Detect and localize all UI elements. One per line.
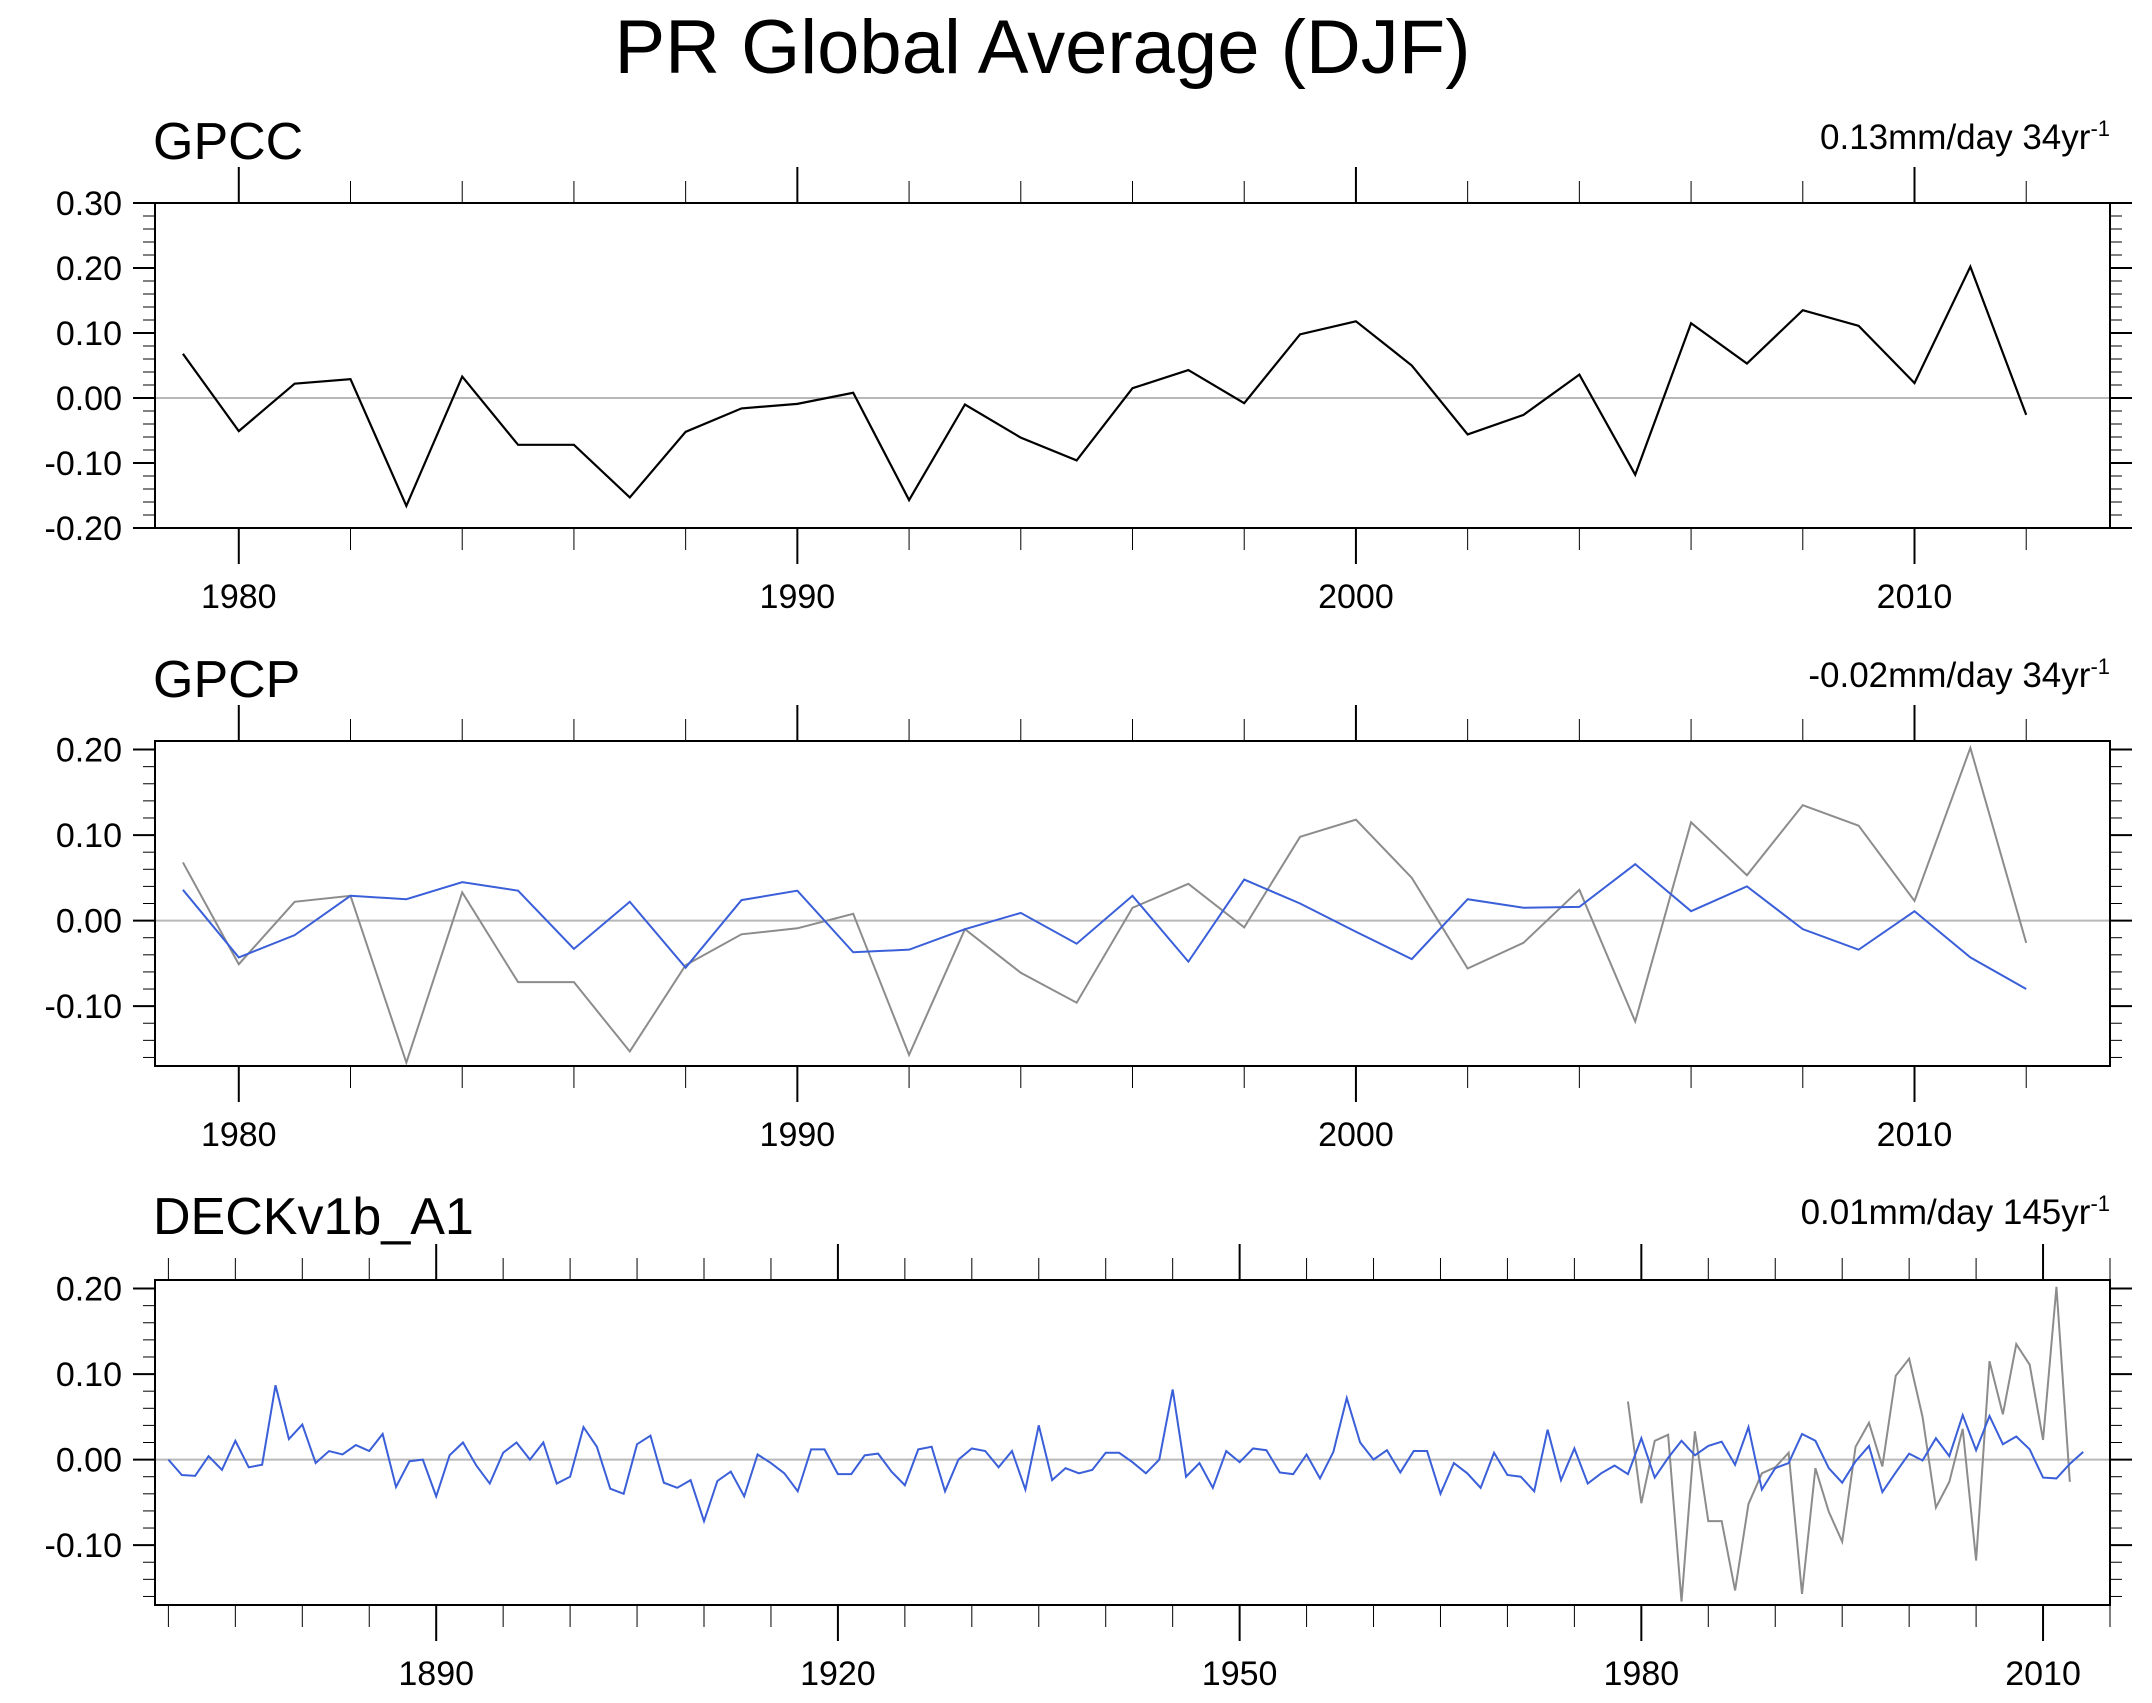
y-tick-label: 0.30	[56, 185, 122, 223]
y-tick-label: 0.20	[56, 732, 122, 770]
trend-exponent: -1	[2090, 116, 2110, 141]
y-tick-label: 0.10	[56, 315, 122, 353]
trend-exponent: -1	[2090, 1191, 2110, 1216]
chart-panel-0: -0.20 -0.10 0.00 0.10 0.20 0.30 1980 1990 2000 20…	[45, 167, 2132, 616]
x-tick-label: 1950	[1202, 1655, 1278, 1693]
plot-frame	[154, 1279, 2111, 1606]
panel-title-gpcp: GPCP	[153, 651, 301, 709]
plot-frame	[154, 740, 2111, 1067]
figure-title: PR Global Average (DJF)	[614, 5, 1471, 90]
series-line-observed	[182, 263, 2028, 509]
x-tick-label: 1990	[760, 578, 836, 616]
panel-title-gpcc: GPCC	[153, 113, 304, 171]
y-tick-label: 0.20	[56, 1271, 122, 1309]
x-tick-label: 2000	[1318, 578, 1394, 616]
trend-value: -0.02mm/day 34yr	[1808, 656, 2091, 695]
trend-value: 0.13mm/day 34yr	[1820, 118, 2091, 157]
trend-label-deck: 0.01mm/day 145yr-1	[1800, 1191, 2110, 1233]
plot-frame	[154, 202, 2111, 529]
series-line-observed_faded	[1626, 1286, 2071, 1602]
trend-label-gpcc: 0.13mm/day 34yr-1	[1820, 116, 2110, 158]
y-tick-label: -0.20	[45, 510, 123, 548]
x-tick-label: 1980	[201, 1116, 277, 1154]
y-tick-label: 0.10	[56, 1356, 122, 1394]
x-tick-label: 2010	[1877, 1116, 1953, 1154]
x-tick-label: 2010	[1877, 578, 1953, 616]
series-line-model	[182, 862, 2027, 990]
x-tick-label: 2000	[1318, 1116, 1394, 1154]
x-tick-label: 2010	[2005, 1655, 2081, 1693]
y-tick-label: -0.10	[45, 445, 123, 483]
series-line-model	[167, 1384, 2084, 1525]
x-tick-label: 1890	[398, 1655, 474, 1693]
x-tick-label: 1980	[201, 578, 277, 616]
series-line-observed_faded	[182, 744, 2028, 1066]
x-tick-label: 1990	[760, 1116, 836, 1154]
y-tick-label: -0.10	[45, 988, 123, 1026]
chart-panel-1: -0.10 0.00 0.10 0.20 1980 1990 2000 2010	[45, 705, 2132, 1154]
y-tick-label: 0.20	[56, 250, 122, 288]
y-tick-label: 0.00	[56, 380, 122, 418]
y-tick-label: -0.10	[45, 1527, 123, 1565]
x-tick-label: 1920	[800, 1655, 876, 1693]
y-tick-label: 0.10	[56, 817, 122, 855]
trend-label-gpcp: -0.02mm/day 34yr-1	[1808, 654, 2110, 696]
x-tick-label: 1980	[1604, 1655, 1680, 1693]
y-tick-label: 0.00	[56, 903, 122, 941]
trend-value: 0.01mm/day 145yr	[1800, 1193, 2091, 1232]
y-tick-label: 0.00	[56, 1442, 122, 1480]
panel-title-deck: DECKv1b_A1	[153, 1188, 474, 1246]
trend-exponent: -1	[2090, 654, 2110, 679]
chart-panel-2: -0.10 0.00 0.10 0.20 1890 1920 1950 1980 2010	[45, 1244, 2132, 1693]
